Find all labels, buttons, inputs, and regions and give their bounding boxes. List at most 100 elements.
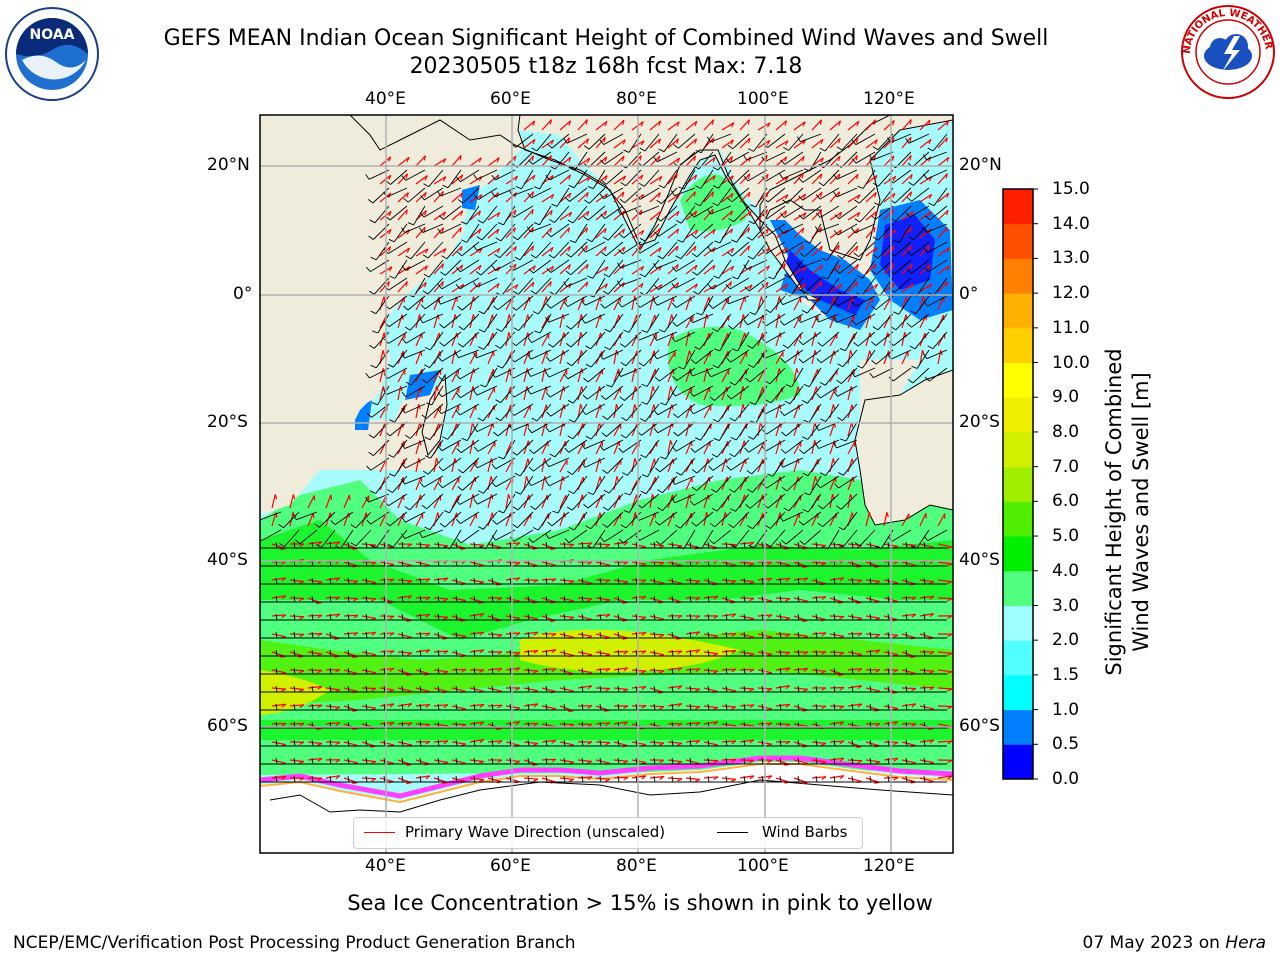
wave-arrow [739, 668, 755, 671]
wind-barb-flag [923, 301, 928, 307]
wind-barb [410, 367, 426, 386]
wave-arrow [577, 210, 590, 221]
wind-barb [536, 403, 552, 422]
wind-barb [765, 169, 786, 182]
wave-arrow [487, 350, 495, 365]
wind-barb-flag [545, 686, 548, 693]
wind-barb-flag [581, 758, 584, 765]
wind-barb [838, 205, 858, 220]
wind-barb-flag [314, 523, 320, 528]
wave-arrow [667, 173, 678, 185]
wave-arrow-head [749, 688, 755, 692]
wind-barb [784, 349, 804, 363]
wave-arrow-head [515, 577, 521, 582]
wind-barb-flag [851, 542, 854, 549]
wind-barb-flag [905, 776, 908, 783]
wind-barb-flag [293, 578, 296, 585]
wave-arrow [685, 245, 697, 257]
wind-barb-flag [617, 578, 620, 585]
wind-barb [375, 349, 390, 369]
wind-barb [644, 259, 660, 278]
wind-barb-flag [689, 391, 694, 397]
wind-barb-flag [869, 372, 874, 378]
wind-barb-flag [401, 740, 404, 747]
wave-arrow [649, 633, 665, 636]
wave-arrow [775, 440, 781, 455]
wind-barb [440, 187, 462, 197]
wind-barb-flag [653, 156, 658, 163]
wind-barb-flag [546, 232, 552, 238]
wind-barb-flag [491, 596, 494, 603]
wave-arrow [649, 687, 664, 693]
map-frame [259, 114, 954, 854]
wave-arrow [937, 597, 953, 600]
wave-arrow [451, 651, 466, 657]
wind-barb [766, 313, 786, 327]
wind-barb-flag [424, 436, 431, 441]
wave-arrow [559, 156, 572, 167]
wave-arrow-head [821, 651, 827, 655]
wind-barb-flag [833, 668, 836, 675]
wind-barb-flag [816, 483, 821, 489]
wave-arrow [829, 387, 837, 401]
wave-arrow [451, 245, 463, 257]
wave-arrow [397, 333, 406, 347]
wind-barb [911, 241, 930, 256]
wind-barb [587, 205, 606, 221]
wave-arrow [505, 332, 510, 347]
wind-barb-flag [635, 632, 638, 639]
wave-arrow-head [766, 174, 769, 180]
wave-arrow [703, 228, 716, 239]
wind-barb [836, 313, 858, 323]
wind-barb-flag [545, 480, 550, 487]
wind-barb-flag [495, 237, 502, 242]
wind-barb-flag [743, 650, 746, 657]
wave-arrow [451, 296, 458, 311]
wave-arrow [451, 777, 466, 782]
wind-barb-flag [437, 445, 443, 451]
wave-arrow [397, 595, 412, 599]
wave-arrow [757, 265, 770, 275]
wave-arrow [451, 579, 466, 585]
wave-arrow [739, 687, 755, 690]
wave-arrow-head [605, 722, 611, 727]
wind-barb-flag [743, 632, 746, 639]
wave-arrow [631, 543, 646, 548]
wind-barb-flag [689, 758, 692, 765]
wind-barb-flag [563, 758, 566, 765]
wind-barb-flag [493, 431, 499, 437]
wave-arrow-head [407, 580, 413, 584]
wave-arrow-head [856, 746, 862, 749]
wind-barb-flag [599, 542, 602, 549]
wave-arrow [739, 404, 744, 419]
wave-arrow [379, 543, 394, 548]
wind-barb-flag [456, 267, 461, 273]
wind-barb [427, 457, 444, 475]
wind-barb-flag [366, 465, 372, 471]
wave-arrow [343, 494, 350, 509]
wave-arrow-head [371, 598, 377, 602]
wave-arrow-head [623, 705, 629, 709]
wind-barb-flag [443, 510, 450, 514]
wind-barb-flag [407, 222, 414, 226]
wave-arrow-head [928, 581, 935, 585]
wind-barb [533, 259, 552, 274]
wave-arrow [667, 759, 682, 763]
wave-arrow-head [549, 155, 552, 161]
wave-arrow-head [352, 547, 358, 550]
wind-barb-flag [258, 560, 259, 566]
wind-barb-flag [906, 322, 912, 328]
wind-barb [733, 205, 750, 223]
wave-arrow-head [473, 296, 476, 302]
wave-arrow-head [549, 227, 553, 233]
wind-barb-flag [635, 578, 638, 585]
wind-barb-flag [473, 686, 476, 693]
wind-barb-flag [743, 668, 746, 675]
wind-barb-flag [893, 311, 899, 315]
wind-barb [539, 205, 552, 226]
wind-barb [911, 259, 930, 274]
wave-arrow-head [352, 655, 358, 658]
wave-arrow [361, 543, 377, 546]
wind-barb [783, 241, 804, 254]
wave-arrow-head [425, 578, 431, 583]
